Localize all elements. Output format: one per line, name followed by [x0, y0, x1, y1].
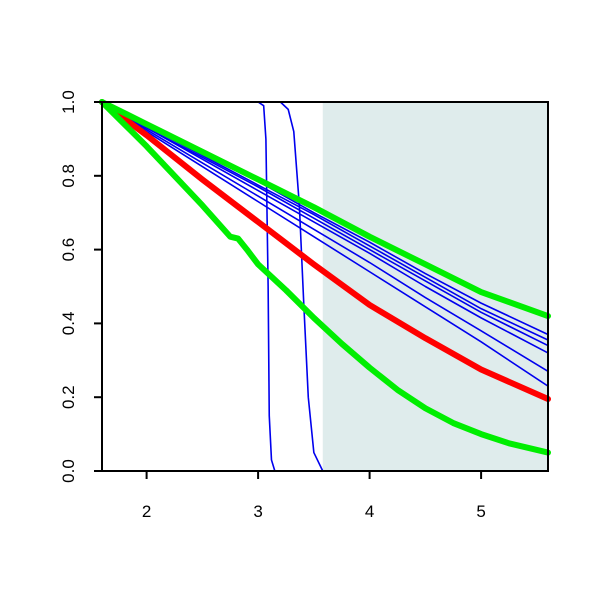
series-line-7: [101, 101, 549, 373]
y-tick-label: 0.2: [59, 385, 78, 409]
y-tick-label: 1.0: [59, 90, 78, 114]
y-tick-label: 0.0: [59, 459, 78, 483]
plot-frame: [101, 101, 549, 472]
y-tick-label: 0.4: [59, 312, 78, 336]
x-tick-label: 2: [142, 502, 151, 521]
series-line-11: [99, 99, 551, 456]
y-tick-label: 0.6: [59, 238, 78, 262]
series-line-10: [99, 99, 551, 320]
series-line-1: [101, 101, 549, 472]
series-line-6: [101, 101, 549, 354]
series-layer: [99, 99, 551, 472]
y-tick-label: 0.8: [59, 164, 78, 188]
x-tick-label: 4: [365, 502, 374, 521]
series-line-8: [101, 101, 549, 387]
x-tick-label: 3: [253, 502, 262, 521]
x-tick-label: 5: [476, 502, 485, 521]
axes-layer: 2 3 4 5 0.0 0.2 0.4 0.6 0.8 1.0: [59, 90, 549, 521]
series-line-9: [99, 99, 551, 403]
